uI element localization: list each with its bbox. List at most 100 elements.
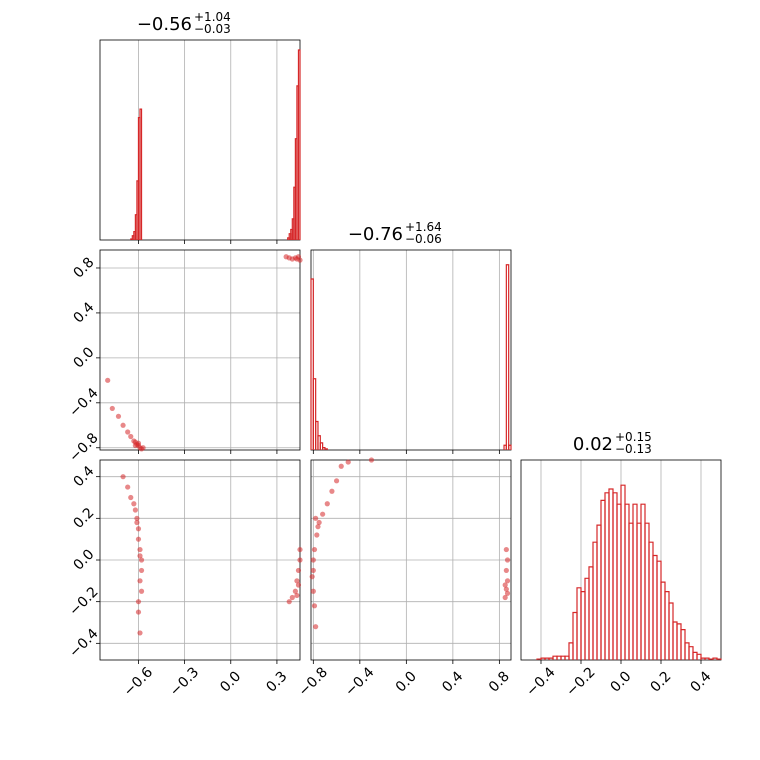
panel-title-median-2: 0.02 — [573, 434, 613, 455]
scatter-point-r2-c0-k1-3 — [294, 578, 300, 584]
xtick-label-c1-1: −0.4 — [342, 664, 377, 699]
scatter-point-r2-c0-k0-9 — [138, 557, 145, 563]
scatter-point-r2-c1-k0-1 — [333, 478, 340, 484]
scatter-point-r2-c0-k1-2 — [292, 588, 298, 594]
scatter-point-r2-c0-k0-5 — [134, 515, 140, 521]
scatter-point-r2-c0-k0-11 — [137, 578, 143, 584]
scatter-point-r2-c0-k0-12 — [138, 588, 145, 594]
scatter-point-r2-c1-k1-1 — [503, 586, 509, 592]
scatter-point-r2-c1-k1-3 — [503, 567, 509, 574]
scatter-point-r2-c1-k0-11 — [311, 603, 318, 609]
ytick-label-r2-2: 0.0 — [70, 546, 97, 573]
panel-title-minus-1: −0.06 — [405, 232, 442, 246]
scatter-point-r2-c0-k1-7 — [295, 582, 302, 588]
hist-bin-p1-1 — [312, 378, 317, 450]
hist-bin-p0-6 — [139, 108, 143, 240]
scatter-point-r2-c1-k0-13 — [313, 515, 319, 521]
panel-title-plus-2: +0.15 — [615, 430, 652, 444]
hist-bin-p1-9 — [508, 444, 512, 450]
scatter-point-r2-c1-k0-15 — [310, 567, 316, 574]
xtick-label-c1-3: 0.4 — [439, 668, 466, 695]
scatter-point-r2-c0-k0-16 — [134, 519, 140, 526]
scatter-point-r2-c1-k0-2 — [329, 488, 335, 494]
hist-bin-p2-40 — [696, 653, 702, 660]
scatter-point-r2-c0-k1-4 — [295, 567, 302, 574]
hist-bin-p1-0 — [310, 278, 314, 450]
scatter-point-r2-c0-k0-6 — [135, 526, 142, 532]
scatter-point-r2-c0-k0-7 — [135, 536, 142, 542]
xtick-label-c2-3: 0.2 — [647, 668, 674, 695]
scatter-point-r2-c0-k0-4 — [132, 507, 138, 513]
panel-frame-r1-c0 — [99, 249, 301, 451]
xtick-label-c0-2: 0.0 — [217, 668, 244, 695]
ytick-label-r2-3: 0.2 — [70, 505, 97, 532]
xtick-label-c0-1: −0.3 — [167, 664, 202, 699]
xtick-label-c1-0: −0.8 — [296, 664, 331, 699]
scatter-point-r2-c0-k0-15 — [137, 630, 143, 636]
scatter-point-r2-c1-k0-0 — [338, 463, 344, 469]
scatter-point-r1-c0-k0-1 — [109, 405, 115, 412]
scatter-point-r2-c1-k1-5 — [503, 546, 509, 553]
scatter-point-r2-c0-k0-17 — [137, 553, 143, 559]
xtick-label-c0-3: 0.3 — [263, 668, 290, 695]
scatter-point-r2-c0-k1-0 — [286, 599, 292, 605]
scatter-point-r2-c1-k1-7 — [504, 590, 511, 596]
scatter-point-r1-c0-k0-0 — [105, 377, 111, 383]
scatter-point-r2-c0-k1-5 — [297, 557, 303, 563]
xtick-label-c0-0: −0.6 — [121, 664, 156, 699]
scatter-point-r2-c0-k0-8 — [137, 546, 143, 553]
scatter-point-r1-c0-k0-14 — [140, 445, 146, 451]
scatter-point-r1-c0-k0-13 — [132, 442, 138, 449]
scatter-point-r2-c1-k1-0 — [502, 594, 508, 601]
scatter-point-r2-c1-k0-14 — [315, 524, 321, 530]
scatter-point-r2-c1-k0-12 — [313, 624, 319, 630]
hist-bin-p1-6 — [324, 448, 328, 450]
hist-bin-p1-8 — [505, 264, 510, 450]
hist-bin-p0-14 — [297, 49, 301, 240]
panel-title-minus-0: −0.03 — [194, 22, 231, 36]
hist-bin-p2-45 — [716, 658, 722, 660]
xtick-label-c2-2: 0.0 — [607, 668, 634, 695]
hist-bin-p1-4 — [319, 442, 324, 450]
panel-title-median-0: −0.56 — [137, 14, 192, 35]
xtick-label-c1-2: 0.0 — [393, 668, 420, 695]
scatter-point-r2-c1-k0-5 — [316, 519, 322, 526]
scatter-point-r1-c0-k0-3 — [120, 422, 126, 428]
scatter-point-r1-c0-k0-2 — [115, 413, 122, 419]
scatter-point-r2-c0-k0-3 — [131, 501, 137, 507]
scatter-point-r2-c1-k1-4 — [504, 557, 511, 563]
scatter-point-r2-c1-k1-6 — [502, 582, 508, 588]
scatter-point-r2-c0-k1-8 — [294, 592, 300, 599]
panel-title-median-1: −0.76 — [348, 224, 403, 245]
scatter-point-r2-c0-k0-10 — [138, 567, 145, 574]
panel-frame-r1-c1 — [310, 249, 512, 451]
scatter-point-r2-c1-k0-10 — [310, 588, 316, 594]
scatter-point-r1-c0-k0-4 — [125, 429, 131, 435]
scatter-point-r2-c1-k2-1 — [368, 457, 375, 463]
ytick-label-r1-4: 0.8 — [70, 254, 97, 281]
scatter-point-r2-c0-k1-1 — [289, 594, 295, 601]
scatter-point-r2-c1-k0-9 — [309, 574, 315, 580]
scatter-point-r2-c1-k0-8 — [310, 557, 316, 563]
ytick-label-r2-4: 0.4 — [70, 463, 97, 490]
scatter-point-r2-c1-k0-4 — [320, 511, 326, 517]
xtick-label-c1-4: 0.8 — [486, 668, 513, 695]
scatter-point-r2-c1-k2-0 — [345, 459, 351, 465]
scatter-point-r2-c0-k1-6 — [297, 546, 303, 553]
panel-frame-r0-c0 — [99, 39, 301, 241]
scatter-point-r2-c1-k0-6 — [314, 532, 320, 538]
xtick-label-c2-1: −0.2 — [563, 664, 598, 699]
scatter-point-r2-c0-k0-2 — [128, 494, 134, 501]
scatter-point-r2-c0-k0-0 — [120, 474, 126, 480]
scatter-point-r2-c1-k1-2 — [504, 578, 511, 584]
panel-title-plus-1: +1.64 — [405, 220, 442, 234]
scatter-point-r2-c0-k0-14 — [135, 609, 142, 615]
scatter-point-r2-c1-k0-7 — [311, 546, 318, 553]
scatter-point-r2-c1-k0-3 — [324, 501, 330, 507]
panel-title-minus-2: −0.13 — [615, 442, 652, 456]
scatter-point-r2-c0-k0-1 — [125, 484, 131, 490]
ytick-label-r1-3: 0.4 — [70, 299, 97, 326]
scatter-point-r1-c0-k0-5 — [128, 433, 134, 440]
xtick-label-c2-4: 0.4 — [687, 668, 714, 695]
